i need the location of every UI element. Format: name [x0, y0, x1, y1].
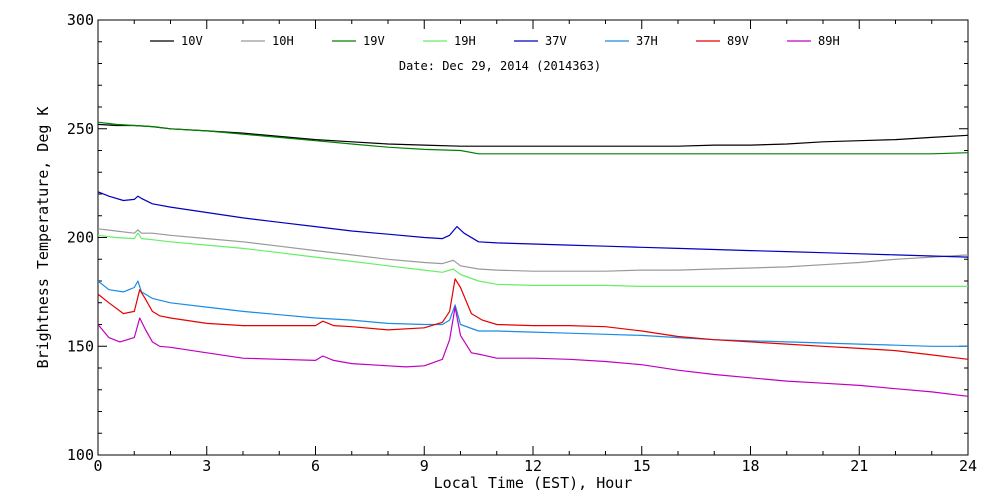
legend: 10V 10H 19V 19H 37V 37H 89V 89H	[150, 34, 840, 48]
date-annotation: Date: Dec 29, 2014 (2014363)	[399, 59, 601, 73]
x-tick-label: 6	[311, 457, 320, 475]
legend-label-37v: 37V	[545, 34, 567, 48]
legend-label-10h: 10H	[272, 34, 294, 48]
series-line-89h	[97, 306, 969, 397]
x-tick-label: 9	[420, 457, 429, 475]
tick-labels: 0 3 6 9 12 15 18 21 24 100 150 200 250 300	[67, 11, 977, 475]
x-tick-label: 18	[741, 457, 759, 475]
legend-label-10v: 10V	[181, 34, 203, 48]
x-tick-label: 12	[524, 457, 542, 475]
legend-label-19v: 19V	[363, 34, 385, 48]
axis-ticks	[97, 19, 969, 456]
series-line-37v	[97, 191, 969, 258]
y-tick-label: 300	[67, 11, 94, 29]
x-tick-label: 0	[93, 457, 102, 475]
series-line-19v	[97, 121, 969, 155]
x-tick-label: 3	[202, 457, 211, 475]
x-tick-label: 15	[633, 457, 651, 475]
series-line-19h	[97, 232, 968, 287]
x-tick-label: 24	[959, 457, 977, 475]
y-tick-label: 150	[67, 337, 94, 355]
y-tick-label: 200	[67, 229, 94, 247]
y-axis-title: Brightness Temperature, Deg K	[34, 107, 52, 369]
y-tick-label: 100	[67, 446, 94, 464]
legend-label-19h: 19H	[454, 34, 476, 48]
series-line-89v	[97, 278, 969, 360]
x-tick-label: 21	[850, 457, 868, 475]
series-line-10h	[97, 228, 969, 272]
series-line-37h	[97, 280, 968, 347]
series-line-10v	[97, 123, 969, 147]
plot-frame	[97, 19, 969, 456]
series-lines	[97, 121, 969, 397]
legend-label-89h: 89H	[818, 34, 840, 48]
legend-label-37h: 37H	[636, 34, 658, 48]
x-axis-title: Local Time (EST), Hour	[434, 474, 633, 492]
legend-label-89v: 89V	[727, 34, 749, 48]
y-tick-label: 250	[67, 120, 94, 138]
